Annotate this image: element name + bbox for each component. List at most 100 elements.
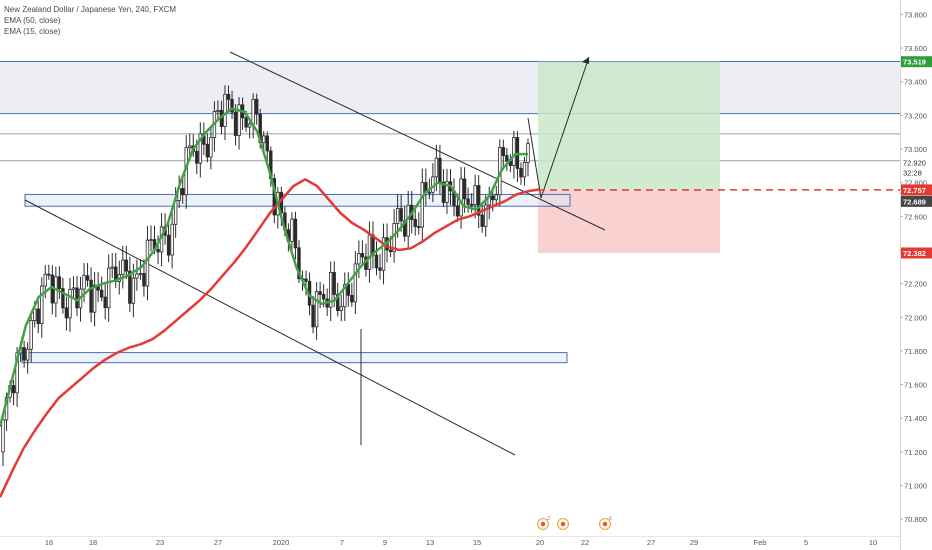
candle-body <box>522 161 527 178</box>
price-label: 72.920 <box>903 158 926 167</box>
price-label-box <box>901 156 932 168</box>
candle-body <box>85 275 90 281</box>
price-tick-label: 73.000 <box>904 145 927 154</box>
price-label-box <box>901 56 932 68</box>
candle-body <box>22 347 26 361</box>
candle-body <box>75 287 79 309</box>
candle-body <box>321 293 326 300</box>
candle-body <box>170 223 174 256</box>
price-label-box <box>901 195 932 207</box>
candle-body <box>89 279 93 313</box>
time-tick-label: 22 <box>581 538 589 547</box>
candle-body <box>103 296 107 309</box>
candle-body <box>265 135 269 152</box>
candle-body <box>195 151 199 164</box>
trend-line <box>229 51 606 231</box>
candle-body <box>501 147 506 156</box>
candle-body <box>438 157 442 183</box>
time-tick-label: 16 <box>45 538 53 547</box>
candle-body <box>318 291 322 295</box>
candle-body <box>128 270 132 304</box>
candle-body <box>99 289 104 298</box>
candle-body <box>36 308 40 324</box>
time-tick-label: 5 <box>804 538 808 547</box>
candle-body <box>332 272 336 295</box>
resistance-zone <box>0 61 900 114</box>
candle-body <box>328 272 333 308</box>
price-tick-label: 73.600 <box>904 44 927 53</box>
candle-body <box>254 98 259 115</box>
candle-body <box>233 111 238 136</box>
candle-body <box>121 259 125 276</box>
candle-body <box>469 203 474 206</box>
ema15-legend[interactable]: EMA (15, close) <box>4 27 61 36</box>
candle-body <box>360 253 365 258</box>
candle-body <box>124 259 129 272</box>
price-label: 73.519 <box>903 58 926 67</box>
candle-body <box>357 253 361 265</box>
candle-body <box>378 267 382 271</box>
time-tick-label: 7 <box>340 538 344 547</box>
candle-body <box>209 137 213 158</box>
event-marker-dot <box>560 521 566 527</box>
time-tick-label: 13 <box>426 538 434 547</box>
chart-legend: New Zealand Dollar / Japanese Yen, 240, … <box>4 4 176 37</box>
candle-body <box>156 248 160 253</box>
candle-body <box>135 273 139 279</box>
candle-body <box>251 98 255 125</box>
candle-body <box>505 155 509 162</box>
candle-body <box>142 273 146 287</box>
event-marker-count: 2 <box>547 516 550 522</box>
time-tick-label: 10 <box>869 538 877 547</box>
candle-body <box>314 291 319 328</box>
candle-body <box>107 267 111 309</box>
candle-body <box>226 93 231 100</box>
candle-body <box>420 182 424 228</box>
candle-body <box>480 214 484 227</box>
price-tick-label: 72.000 <box>904 313 927 322</box>
time-tick-label: 15 <box>473 538 481 547</box>
candle-body <box>110 266 114 269</box>
candle-body <box>223 93 227 127</box>
price-label-box <box>901 167 932 179</box>
price-label: 72.382 <box>903 249 926 258</box>
candle-body <box>417 226 421 228</box>
candle-body <box>367 234 372 270</box>
candle-body <box>413 219 417 227</box>
candle-body <box>15 352 19 394</box>
candle-body <box>311 304 315 328</box>
candle-body <box>381 237 386 271</box>
candle-body <box>188 145 192 149</box>
price-label: 72.757 <box>903 186 926 195</box>
candle-body <box>484 204 488 227</box>
candle-body <box>350 294 354 303</box>
projection-arrowhead <box>582 57 589 64</box>
price-label-box <box>901 184 932 196</box>
candle-body <box>388 249 393 253</box>
candle-body <box>512 136 516 166</box>
candle-body <box>353 263 358 303</box>
candle-body <box>71 287 76 290</box>
ema50-legend[interactable]: EMA (50, close) <box>4 16 61 25</box>
price-label: 32:28 <box>903 169 922 178</box>
candle-body <box>476 185 481 216</box>
event-marker-dot <box>602 521 608 527</box>
candle-body <box>11 385 16 394</box>
price-tick-label: 71.000 <box>904 482 927 491</box>
price-tick-label: 72.200 <box>904 280 927 289</box>
candle-body <box>1 419 5 453</box>
trend-line <box>24 199 516 456</box>
candle-body <box>61 288 65 309</box>
symbol-title[interactable]: New Zealand Dollar / Japanese Yen, 240, … <box>4 5 177 14</box>
candle-body <box>40 285 44 324</box>
ema15-line <box>0 107 528 427</box>
price-axis <box>900 0 932 550</box>
time-tick-label: 2020 <box>273 538 290 547</box>
time-tick-label: 29 <box>690 538 698 547</box>
price-tick-label: 73.800 <box>904 10 927 19</box>
candle-body <box>47 273 51 276</box>
target-zone <box>538 61 720 190</box>
price-tick-label: 71.200 <box>904 448 927 457</box>
